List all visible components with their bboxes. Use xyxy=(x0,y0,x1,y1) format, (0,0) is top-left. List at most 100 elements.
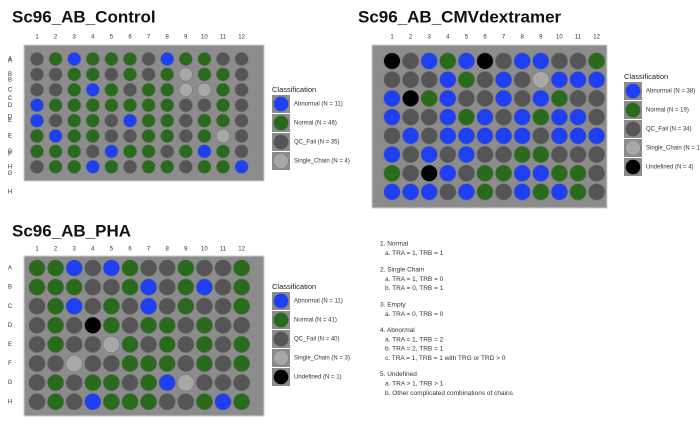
column-label: 9 xyxy=(184,247,188,253)
well xyxy=(104,144,119,159)
well xyxy=(85,98,100,113)
well xyxy=(550,52,569,70)
well xyxy=(67,113,82,128)
note-item: a. TRA = 1, TRB = 0 xyxy=(385,276,444,283)
well xyxy=(29,51,44,66)
column-label: 10 xyxy=(201,247,208,253)
row-label: F xyxy=(8,152,12,158)
well xyxy=(587,89,606,107)
column-label: 2 xyxy=(54,247,58,253)
well xyxy=(216,82,231,97)
well xyxy=(67,159,82,174)
well xyxy=(233,374,251,392)
column-label: 7 xyxy=(147,247,151,253)
column-label: 12 xyxy=(238,35,245,41)
well xyxy=(158,297,176,315)
well xyxy=(495,89,513,107)
well xyxy=(177,278,195,296)
well xyxy=(141,98,156,113)
well xyxy=(197,129,212,144)
legend-swatch xyxy=(625,140,641,156)
well xyxy=(495,183,513,201)
well xyxy=(402,52,420,70)
legend-swatch xyxy=(625,159,641,175)
row-label: C xyxy=(8,96,13,102)
well xyxy=(102,374,120,392)
legend-swatch xyxy=(273,293,289,309)
well xyxy=(84,354,102,373)
well xyxy=(178,67,193,82)
well xyxy=(420,127,438,145)
well xyxy=(214,393,232,411)
well xyxy=(84,335,102,354)
column-label: 5 xyxy=(110,35,114,41)
well xyxy=(476,71,494,89)
well xyxy=(476,52,494,70)
note-item: a. TRA = 1, TRB = 1 xyxy=(385,250,444,257)
well xyxy=(65,297,83,315)
well xyxy=(195,278,213,296)
well xyxy=(158,259,176,277)
plate-title: Sc96_AB_PHA xyxy=(12,221,131,240)
row-label: B xyxy=(8,285,12,291)
well xyxy=(216,67,231,82)
note-item: b. TRA = 2, TRB = 1 xyxy=(385,346,444,353)
well xyxy=(550,89,569,107)
well xyxy=(67,129,82,144)
well xyxy=(121,374,139,392)
well xyxy=(141,129,156,144)
well xyxy=(476,89,494,107)
well xyxy=(513,183,531,201)
well xyxy=(383,52,401,70)
well xyxy=(65,374,83,392)
row-label: C xyxy=(8,304,13,310)
well xyxy=(195,316,213,334)
well xyxy=(140,393,158,411)
well xyxy=(104,82,119,97)
well xyxy=(402,89,420,107)
row-label: H xyxy=(8,189,12,195)
well xyxy=(65,393,83,411)
well xyxy=(532,71,550,89)
legend-title: Classification xyxy=(624,72,668,81)
well xyxy=(197,67,212,82)
well xyxy=(123,113,138,128)
well xyxy=(439,145,457,164)
well xyxy=(569,108,587,126)
well xyxy=(140,259,158,277)
column-label: 11 xyxy=(220,35,227,41)
well xyxy=(123,98,138,113)
row-label: G xyxy=(8,380,13,386)
column-label: 7 xyxy=(502,35,506,41)
well xyxy=(65,259,83,277)
well xyxy=(513,52,531,70)
well xyxy=(495,164,513,182)
well xyxy=(197,113,212,128)
row-label: E xyxy=(8,118,12,124)
legend-swatch xyxy=(273,331,289,347)
well xyxy=(587,145,606,164)
well xyxy=(587,52,606,70)
row-label: B xyxy=(8,77,12,83)
well xyxy=(214,259,232,277)
note-item: a. TRA = 1, TRB = 2 xyxy=(385,337,444,344)
well xyxy=(550,164,569,182)
well xyxy=(65,316,83,334)
well xyxy=(48,144,63,159)
well xyxy=(121,354,139,373)
well xyxy=(140,354,158,373)
row-label: A xyxy=(8,57,12,63)
row-label: E xyxy=(8,342,12,348)
well xyxy=(178,129,193,144)
well xyxy=(439,89,457,107)
well xyxy=(439,183,457,201)
well xyxy=(550,145,569,164)
well xyxy=(46,393,65,411)
well xyxy=(140,374,158,392)
well xyxy=(48,51,63,66)
well xyxy=(46,278,65,296)
legend-label: Abnormal (N = 38) xyxy=(646,89,695,95)
well xyxy=(85,113,100,128)
note-heading: 4. Abnormal xyxy=(380,327,415,334)
legend-swatch xyxy=(273,350,289,366)
